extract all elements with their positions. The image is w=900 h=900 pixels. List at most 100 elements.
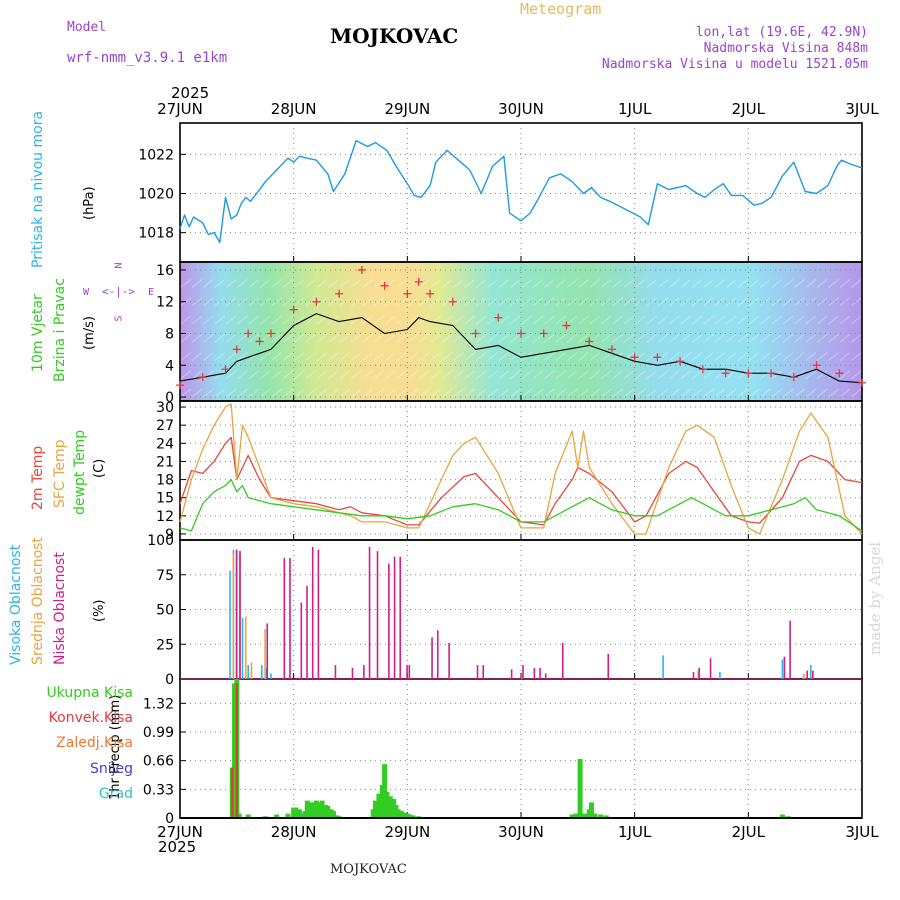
wind-barb bbox=[805, 370, 817, 380]
wind-gust-point bbox=[414, 277, 423, 286]
wind-barb bbox=[691, 315, 703, 325]
wind-barb bbox=[339, 333, 351, 343]
wind-barb bbox=[441, 279, 453, 288]
wind-barb bbox=[237, 315, 248, 325]
wind-barb bbox=[623, 370, 635, 380]
wind-barb bbox=[680, 279, 692, 288]
wind-barb bbox=[714, 370, 726, 380]
ytick-label: 25 bbox=[156, 637, 174, 653]
ytick-label: 0 bbox=[165, 811, 174, 827]
precip-total-bar bbox=[577, 758, 583, 818]
wind-barb bbox=[725, 315, 737, 325]
wind-barb bbox=[725, 352, 737, 361]
wind-barb bbox=[680, 315, 692, 325]
wind-barb bbox=[362, 315, 373, 325]
wind-barb bbox=[214, 352, 226, 361]
precip-total-bar bbox=[588, 802, 594, 818]
wind-barb bbox=[237, 297, 248, 307]
precip-total-bar bbox=[293, 807, 299, 818]
wind-barb bbox=[578, 388, 589, 398]
wind-gust-point bbox=[744, 369, 753, 378]
wind-barb bbox=[725, 279, 737, 288]
wind-barb bbox=[566, 352, 578, 361]
wind-barb bbox=[623, 297, 635, 307]
wind-barb bbox=[794, 297, 805, 307]
wind-gust-point bbox=[539, 329, 548, 338]
precip-legend-snow: Snijeg bbox=[89, 761, 133, 777]
wind-barb bbox=[578, 297, 589, 307]
wind-barb bbox=[748, 352, 760, 361]
ytick-label: 16 bbox=[156, 263, 174, 279]
wind-barb bbox=[419, 370, 430, 380]
wind-barb bbox=[748, 370, 760, 380]
wind-barb bbox=[839, 388, 851, 398]
ytick-label: 24 bbox=[156, 436, 174, 452]
wind-barb bbox=[805, 333, 817, 343]
wind-barb bbox=[384, 315, 396, 325]
wind-barb bbox=[646, 333, 658, 343]
wind-barb bbox=[487, 279, 498, 288]
wind-barb bbox=[407, 388, 419, 398]
wind-barb bbox=[521, 388, 532, 398]
precip-total-bar bbox=[319, 800, 325, 818]
wind-gust-point bbox=[858, 378, 866, 387]
wind-barb bbox=[646, 297, 658, 307]
wind-barb bbox=[555, 388, 567, 398]
wind-barb bbox=[612, 370, 623, 380]
wind-barb bbox=[794, 352, 805, 361]
wind-gust-point bbox=[471, 329, 480, 338]
wind-barb bbox=[362, 388, 373, 398]
precip-total-bar bbox=[325, 805, 331, 818]
wind-barb bbox=[669, 333, 680, 343]
wind-barb bbox=[282, 352, 294, 361]
wind-barb bbox=[669, 279, 680, 288]
precip-total-bar bbox=[382, 764, 388, 818]
wind-barb bbox=[725, 370, 737, 380]
wind-barb bbox=[566, 315, 578, 325]
wind-barb bbox=[180, 279, 191, 288]
wind-barb bbox=[396, 315, 407, 325]
precip-total-bar bbox=[308, 802, 314, 818]
wind-gust-point bbox=[357, 265, 366, 274]
wind-barb bbox=[350, 388, 362, 398]
wind-barb bbox=[407, 297, 419, 307]
ytick-label: 12 bbox=[156, 509, 174, 525]
wind-barb bbox=[703, 315, 714, 325]
wind-barb bbox=[646, 279, 658, 288]
wind-barb bbox=[475, 370, 487, 380]
wind-barb bbox=[635, 388, 646, 398]
wind-barb bbox=[464, 352, 476, 361]
wind-barb bbox=[760, 388, 771, 398]
wind-barb bbox=[703, 279, 714, 288]
wind-barb bbox=[180, 315, 191, 325]
wind-barb bbox=[748, 315, 760, 325]
pressure-series-line bbox=[179, 139, 863, 244]
wind-barb bbox=[453, 297, 464, 307]
wind-barb bbox=[782, 352, 794, 361]
wind-barb bbox=[680, 333, 692, 343]
wind-gust-point bbox=[517, 329, 525, 338]
wind-barb bbox=[578, 279, 589, 288]
wind-barb bbox=[555, 370, 567, 380]
wind-speed-series-line bbox=[179, 313, 863, 384]
wind-barb bbox=[532, 297, 544, 307]
wind-barb bbox=[623, 279, 635, 288]
ytick-label: 1.32 bbox=[143, 696, 174, 712]
compass-e: E bbox=[148, 287, 155, 298]
wind-barb bbox=[600, 297, 612, 307]
wind-barb bbox=[532, 388, 544, 398]
wind-barb bbox=[453, 370, 464, 380]
wind-barb bbox=[441, 388, 453, 398]
ytick-label: 0.99 bbox=[143, 725, 174, 741]
wind-gust-point bbox=[676, 357, 685, 366]
wind-barb bbox=[782, 315, 794, 325]
wind-barb bbox=[271, 370, 282, 380]
wind-barb bbox=[203, 388, 214, 398]
wind-barb bbox=[703, 388, 714, 398]
wind-barb bbox=[384, 388, 396, 398]
wind-barb bbox=[839, 297, 851, 307]
wind-barb bbox=[316, 297, 328, 307]
wind-barb bbox=[646, 388, 658, 398]
wind-barb bbox=[339, 279, 351, 288]
wind-barb bbox=[350, 370, 362, 380]
